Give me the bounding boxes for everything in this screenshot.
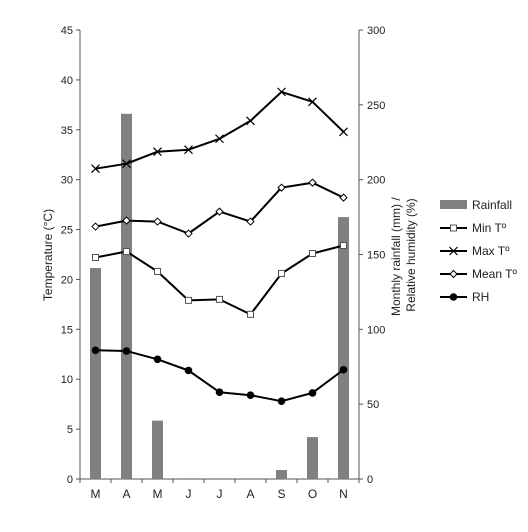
point-x xyxy=(339,127,348,137)
point-square xyxy=(278,269,285,277)
legend-swatch-bar xyxy=(440,200,467,209)
legend-label: RH xyxy=(472,290,489,304)
point-diamond xyxy=(339,193,348,202)
right-tick-label: 0 xyxy=(367,474,373,486)
point-diamond xyxy=(277,183,286,192)
legend-item: Max Tº xyxy=(440,244,510,258)
legend-item: RH xyxy=(440,290,489,304)
left-tick-label: 15 xyxy=(61,324,73,336)
point-square xyxy=(185,296,192,304)
left-tick-label: 10 xyxy=(61,374,73,386)
legend: Rainfall Min Tº Max Tº Mean Tº RH xyxy=(440,198,517,304)
left-axis-title: Temperature (°C) xyxy=(41,209,55,301)
rainfall-bar xyxy=(90,267,101,479)
x-tick-label: S xyxy=(277,487,285,501)
point-diamond xyxy=(91,222,100,231)
point-x xyxy=(277,87,286,97)
rainfall-bar xyxy=(152,420,163,479)
legend-item: Min Tº xyxy=(440,221,507,235)
point-square xyxy=(154,267,161,275)
point-square xyxy=(247,310,254,318)
point-circle xyxy=(339,365,348,374)
legend-marker xyxy=(449,246,458,256)
point-square xyxy=(309,250,316,258)
tick-labels: 0 5 10 15 20 25 30 35 40 45 0 50 100 150 200 250 300 M A M J… xyxy=(61,25,386,501)
left-tick-label: 0 xyxy=(67,474,73,486)
right-axis-title: Monthly rainfall (mm) / Relative humidit… xyxy=(389,194,418,316)
legend-marker xyxy=(449,269,458,279)
axes xyxy=(76,29,363,483)
point-x xyxy=(184,145,193,155)
x-tick-label: J xyxy=(217,487,223,501)
x-tick-label: O xyxy=(308,487,317,501)
point-square xyxy=(92,253,99,261)
rainfall-bar xyxy=(338,217,349,480)
point-circle xyxy=(246,391,255,399)
point-x xyxy=(308,97,317,107)
right-tick-label: 150 xyxy=(367,250,385,262)
point-circle xyxy=(184,366,193,375)
rainfall-bar xyxy=(307,437,318,479)
point-circle xyxy=(308,389,317,397)
rainfall-bar xyxy=(183,478,194,479)
point-circle xyxy=(122,347,131,355)
point-diamond xyxy=(308,178,317,187)
right-tick-label: 250 xyxy=(367,100,385,112)
left-tick-label: 35 xyxy=(61,125,73,137)
point-square xyxy=(216,295,223,303)
point-diamond xyxy=(184,229,193,238)
point-x xyxy=(122,159,131,169)
line-series xyxy=(91,87,348,405)
x-tick-label: A xyxy=(246,487,254,501)
right-tick-label: 50 xyxy=(367,399,379,411)
legend-label: Mean Tº xyxy=(472,267,517,281)
left-tick-label: 30 xyxy=(61,175,73,187)
x-tick-label: A xyxy=(122,487,130,501)
left-tick-label: 20 xyxy=(61,274,73,286)
series-line-x xyxy=(95,90,345,170)
right-axis-title-line-2: Relative humidity (%) xyxy=(404,198,418,311)
right-tick-label: 200 xyxy=(367,175,385,187)
series-line-square xyxy=(95,244,344,316)
rainfall-bar xyxy=(121,113,132,480)
x-tick-label: J xyxy=(186,487,192,501)
right-axis-title-line-1: Monthly rainfall (mm) / xyxy=(389,197,403,316)
point-x xyxy=(246,116,255,126)
point-circle xyxy=(277,397,286,405)
point-diamond xyxy=(246,217,255,226)
right-tick-label: 300 xyxy=(367,25,385,37)
x-tick-label: N xyxy=(339,487,348,501)
left-tick-label: 45 xyxy=(61,25,73,37)
right-tick-label: 100 xyxy=(367,324,385,336)
left-tick-label: 5 xyxy=(67,424,73,436)
legend-item: Mean Tº xyxy=(440,267,517,281)
point-square xyxy=(123,248,130,256)
point-diamond xyxy=(215,207,224,216)
legend-marker xyxy=(450,224,457,232)
left-tick-label: 40 xyxy=(61,75,73,87)
point-x xyxy=(215,134,224,144)
point-diamond xyxy=(122,216,131,225)
rainfall-bars xyxy=(90,113,349,480)
point-x xyxy=(153,147,162,157)
legend-marker xyxy=(449,293,458,301)
point-circle xyxy=(215,388,224,396)
legend-label: Rainfall xyxy=(472,198,512,212)
point-diamond xyxy=(153,217,162,226)
left-tick-label: 25 xyxy=(61,225,73,237)
x-tick-label: M xyxy=(91,487,101,501)
legend-item: Rainfall xyxy=(440,198,512,212)
legend-label: Min Tº xyxy=(472,221,507,235)
point-circle xyxy=(153,355,162,364)
point-x xyxy=(91,164,100,174)
legend-label: Max Tº xyxy=(472,244,510,258)
point-circle xyxy=(91,346,100,355)
point-square xyxy=(340,242,347,250)
x-tick-label: M xyxy=(153,487,163,501)
rainfall-bar xyxy=(276,470,287,479)
